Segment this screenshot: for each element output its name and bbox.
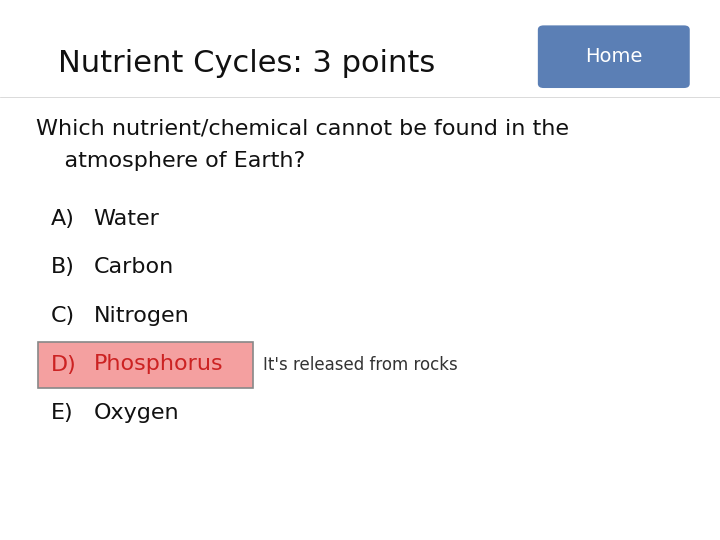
Text: Water: Water bbox=[94, 208, 159, 229]
Text: Oxygen: Oxygen bbox=[94, 403, 179, 423]
Text: It's released from rocks: It's released from rocks bbox=[263, 355, 457, 374]
Text: B): B) bbox=[50, 257, 74, 278]
Text: C): C) bbox=[50, 306, 75, 326]
Text: Home: Home bbox=[585, 47, 642, 66]
Text: Nitrogen: Nitrogen bbox=[94, 306, 189, 326]
Text: atmosphere of Earth?: atmosphere of Earth? bbox=[36, 151, 305, 171]
FancyBboxPatch shape bbox=[38, 342, 253, 388]
Text: E): E) bbox=[50, 403, 73, 423]
Text: A): A) bbox=[50, 208, 74, 229]
Text: Nutrient Cycles: 3 points: Nutrient Cycles: 3 points bbox=[58, 49, 435, 78]
Text: Phosphorus: Phosphorus bbox=[94, 354, 223, 375]
Text: D): D) bbox=[50, 354, 76, 375]
FancyBboxPatch shape bbox=[538, 25, 690, 88]
Text: Carbon: Carbon bbox=[94, 257, 174, 278]
Text: Which nutrient/chemical cannot be found in the: Which nutrient/chemical cannot be found … bbox=[36, 119, 569, 139]
